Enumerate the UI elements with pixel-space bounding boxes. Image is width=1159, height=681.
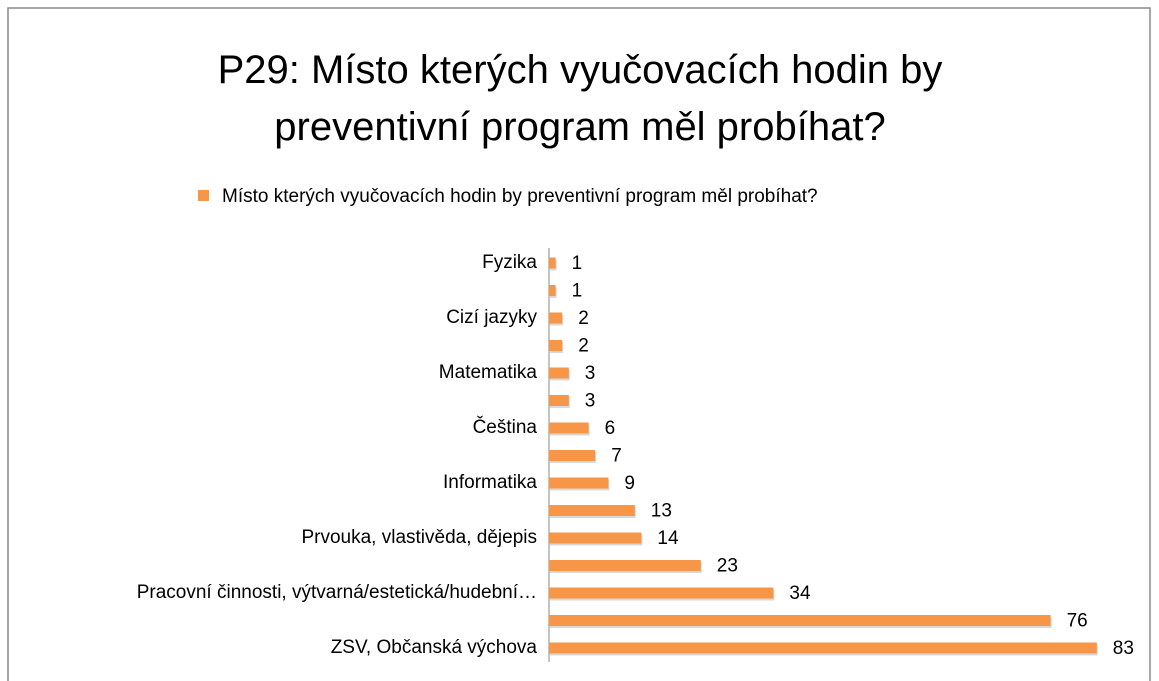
bar [549, 367, 569, 379]
data-label: 3 [585, 391, 596, 412]
bar [549, 285, 556, 296]
data-label: 2 [578, 308, 589, 329]
data-label: 6 [605, 418, 616, 439]
y-tick-label: Prvouka, vlastivěda, dějepis [301, 527, 537, 548]
legend-label: Místo kterých vyučovacích hodin by preve… [222, 186, 818, 207]
data-label: 3 [585, 363, 596, 384]
bar [549, 257, 556, 269]
bar [549, 340, 563, 351]
y-tick-label: ZSV, Občanská výchova [331, 637, 538, 658]
bar [549, 477, 609, 489]
y-tick-label: Cizí jazyky [446, 307, 537, 328]
bar [549, 422, 589, 434]
data-label: 83 [1113, 638, 1134, 659]
bar [549, 532, 642, 544]
bar [549, 395, 569, 406]
data-label: 23 [717, 556, 738, 577]
data-label: 7 [611, 446, 622, 467]
bar [549, 450, 596, 461]
y-tick-label: Informatika [443, 472, 537, 493]
data-label: 34 [789, 583, 811, 604]
data-label: 1 [572, 281, 583, 302]
bar [549, 642, 1097, 654]
legend-swatch [198, 190, 209, 201]
data-label: 1 [572, 253, 583, 274]
chart-title: P29: Místo kterých vyučovacích hodin by … [217, 48, 943, 149]
data-label: 9 [624, 473, 635, 494]
bar [549, 587, 774, 599]
bar [549, 505, 635, 516]
y-tick-label: Čeština [473, 416, 538, 438]
chart-border [7, 7, 1151, 681]
bar [549, 312, 563, 324]
bar [549, 615, 1051, 626]
data-label: 14 [657, 528, 679, 549]
y-tick-label: Matematika [439, 362, 538, 383]
data-label: 13 [651, 501, 672, 522]
data-label: 2 [578, 336, 589, 357]
data-label: 76 [1067, 611, 1088, 632]
bar [549, 560, 701, 571]
y-tick-label: Fyzika [482, 252, 537, 273]
y-tick-label: Pracovní činnosti, výtvarná/estetická/hu… [137, 582, 537, 603]
